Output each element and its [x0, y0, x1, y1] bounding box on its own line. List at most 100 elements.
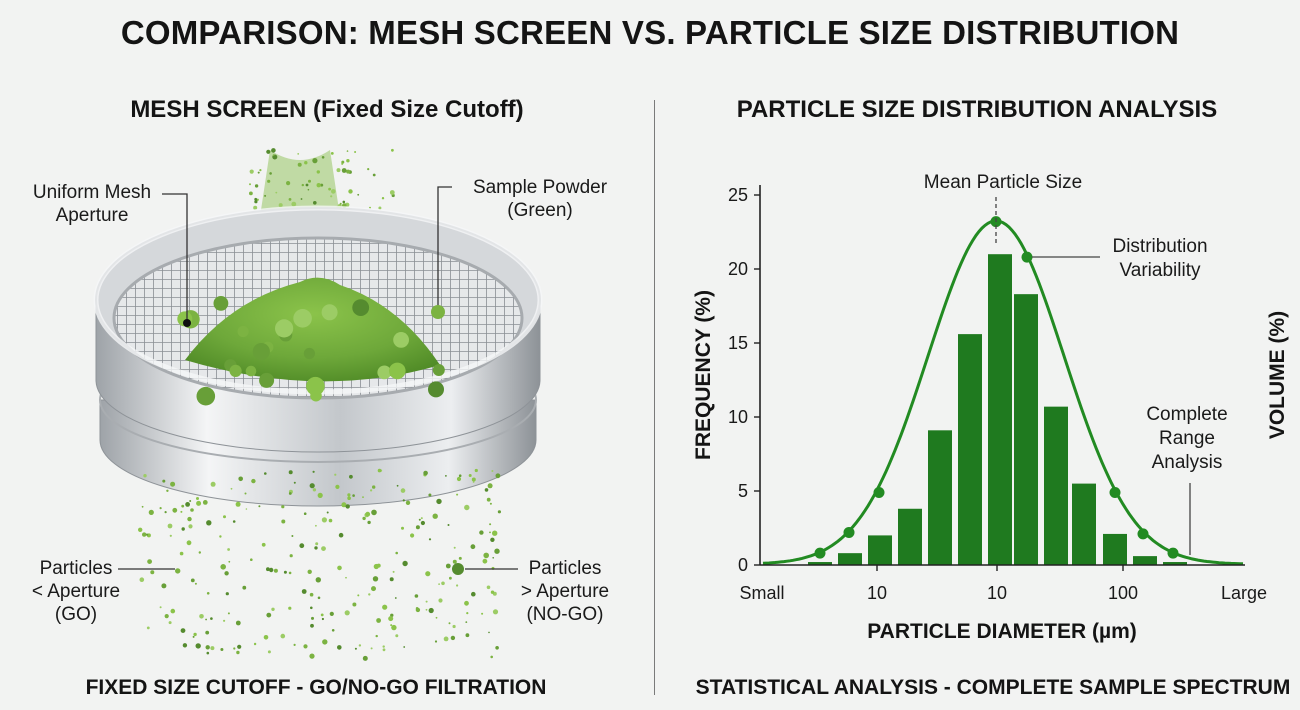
- powder-speck: [452, 624, 456, 629]
- powder-speck: [321, 546, 326, 551]
- powder-speck: [341, 168, 347, 173]
- powder-speck: [321, 156, 325, 159]
- powder-speck: [346, 169, 351, 174]
- powder-speck: [348, 189, 353, 194]
- powder-speck: [354, 647, 357, 650]
- curve-point: [990, 216, 1002, 228]
- powder-speck: [390, 624, 393, 627]
- powder-speck: [321, 517, 327, 523]
- anno-distribution-variability: Distribution: [1112, 236, 1207, 257]
- powder-speck: [314, 546, 318, 550]
- powder-speck: [220, 564, 226, 570]
- anno-mean-particle-size: Mean Particle Size: [924, 172, 1082, 193]
- powder-speck: [372, 576, 379, 582]
- powder-speck: [443, 636, 449, 642]
- histogram-bar: [1103, 533, 1127, 565]
- powder-speck: [415, 607, 419, 610]
- powder-speck: [271, 148, 276, 153]
- powder-speck: [196, 497, 199, 500]
- powder-speck: [464, 504, 470, 511]
- powder-speck: [252, 343, 270, 361]
- anno-complete-range: Complete: [1146, 404, 1227, 425]
- powder-speck: [362, 516, 366, 521]
- left-footer: FIXED SIZE CUTOFF - GO/NO-GO FILTRATION: [85, 676, 547, 699]
- powder-speck: [293, 481, 296, 484]
- powder-speck: [471, 477, 476, 482]
- powder-speck: [196, 500, 202, 506]
- powder-speck: [175, 568, 181, 574]
- powder-speck: [393, 332, 409, 348]
- powder-speck: [331, 189, 336, 194]
- powder-speck: [242, 585, 247, 590]
- powder-speck: [159, 606, 162, 609]
- powder-speck: [303, 644, 308, 649]
- powder-speck: [334, 473, 337, 476]
- powder-speck: [190, 508, 194, 512]
- curve-point: [1109, 486, 1121, 498]
- powder-speck: [358, 644, 362, 647]
- powder-speck: [141, 505, 144, 508]
- powder-speck: [146, 626, 150, 630]
- powder-speck: [326, 511, 329, 514]
- right-panel-title: PARTICLE SIZE DISTRIBUTION ANALYSIS: [736, 96, 1218, 123]
- powder-speck: [402, 560, 408, 567]
- powder-speck: [238, 476, 243, 482]
- powder-speck: [382, 648, 386, 652]
- powder-speck: [472, 481, 475, 483]
- powder-speck: [249, 183, 251, 186]
- powder-speck: [445, 563, 451, 569]
- powder-speck: [352, 299, 370, 316]
- powder-speck: [199, 614, 204, 619]
- powder-speck: [261, 542, 266, 547]
- powder-speck: [357, 193, 360, 196]
- curve-point: [873, 486, 885, 498]
- powder-speck: [448, 622, 451, 625]
- powder-speck: [357, 594, 360, 597]
- powder-speck: [166, 489, 169, 492]
- powder-speck: [489, 502, 492, 505]
- powder-speck: [341, 160, 345, 164]
- powder-speck: [465, 633, 470, 638]
- x-tick-label: Small: [739, 583, 784, 603]
- powder-speck: [372, 485, 376, 489]
- powder-speck: [483, 552, 490, 559]
- y-tick-label: 5: [738, 481, 748, 501]
- powder-speck: [321, 617, 324, 621]
- powder-speck: [186, 540, 192, 546]
- powder-speck: [370, 647, 373, 650]
- powder-speck: [370, 489, 373, 492]
- powder-specks-bottom: [138, 468, 501, 661]
- powder-speck: [402, 499, 405, 502]
- powder-speck: [479, 530, 484, 535]
- powder-speck: [464, 600, 469, 606]
- powder-speck: [391, 148, 394, 152]
- powder-speck: [445, 475, 447, 477]
- powder-speck: [428, 538, 432, 541]
- powder-speck: [189, 500, 192, 502]
- histogram-bar: [838, 553, 862, 565]
- powder-speck: [213, 296, 229, 311]
- powder-speck: [494, 548, 500, 554]
- powder-speck: [280, 633, 286, 639]
- powder-speck: [256, 198, 259, 201]
- powder-speck: [456, 476, 462, 482]
- powder-speck: [210, 481, 216, 487]
- curve-point: [1167, 547, 1179, 559]
- powder-speck: [321, 304, 338, 321]
- callout-sample-powder: Sample Powder (Green): [472, 177, 608, 221]
- powder-speck: [170, 481, 176, 487]
- powder-speck: [452, 559, 457, 564]
- powder-speck: [311, 616, 314, 620]
- powder-speck: [254, 200, 258, 204]
- powder-speck: [342, 200, 346, 204]
- powder-speck: [470, 544, 476, 550]
- powder-speck: [266, 612, 272, 618]
- powder-speck: [236, 650, 240, 655]
- powder-speck: [435, 616, 438, 619]
- powder-speck: [288, 198, 292, 201]
- powder-speck: [436, 498, 442, 505]
- powder-speck: [329, 611, 334, 617]
- powder-speck: [223, 619, 226, 622]
- powder-speck: [251, 478, 256, 484]
- powder-speck: [205, 630, 210, 635]
